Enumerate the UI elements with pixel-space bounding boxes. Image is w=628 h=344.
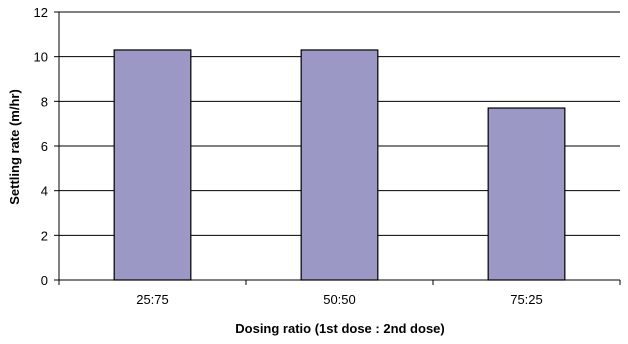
y-tick-label: 2 <box>41 228 48 243</box>
x-tick-label: 75:25 <box>510 292 543 307</box>
y-tick-label: 6 <box>41 139 48 154</box>
bars <box>113 49 566 281</box>
x-tick-label: 25:75 <box>136 292 169 307</box>
x-tick-label: 50:50 <box>323 292 356 307</box>
axes <box>54 11 621 285</box>
bar <box>300 49 379 281</box>
tick-labels: 0 2 4 6 8 10 12 25:75 50:50 75:25 <box>34 5 543 307</box>
y-tick-label: 10 <box>34 50 48 65</box>
y-tick-label: 0 <box>41 273 48 288</box>
y-tick-label: 4 <box>41 184 48 199</box>
bar <box>487 107 566 281</box>
bar <box>113 49 192 281</box>
y-tick-label: 8 <box>41 94 48 109</box>
y-axis-title: Settling rate (m/hr) <box>7 89 22 205</box>
y-tick-label: 12 <box>34 5 48 20</box>
x-axis-title: Dosing ratio (1st dose : 2nd dose) <box>235 321 444 336</box>
